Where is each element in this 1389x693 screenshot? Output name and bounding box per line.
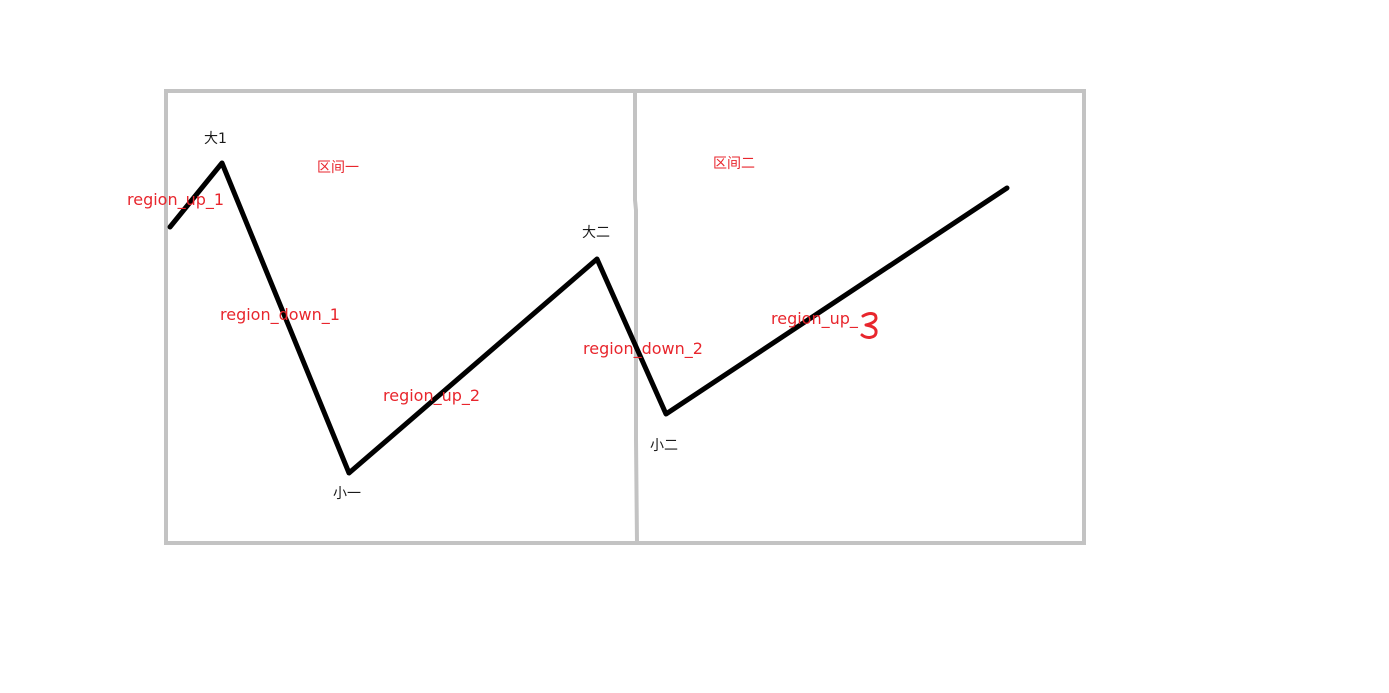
region-label-2: 区间二	[713, 156, 755, 172]
region-divider	[633, 91, 639, 544]
peak-label-big-2: 大二	[582, 225, 610, 241]
peak-label-big-1: 大1	[204, 131, 227, 147]
region-label-1: 区间一	[317, 160, 359, 176]
segment-label-region-down-1: region_down_1	[220, 305, 340, 324]
handwritten-3-mark	[860, 312, 878, 339]
zigzag-line	[167, 160, 1010, 476]
trough-label-small-1: 小一	[333, 486, 361, 502]
segment-label-region-up-2: region_up_2	[383, 386, 481, 405]
segment-label-region-up-1: region_up_1	[127, 190, 225, 209]
outer-frame	[164, 89, 1086, 545]
segment-label-region-up-3: region_up_	[771, 309, 858, 328]
segment-label-region-down-2: region_down_2	[583, 339, 703, 358]
trough-label-small-2: 小二	[650, 438, 678, 454]
